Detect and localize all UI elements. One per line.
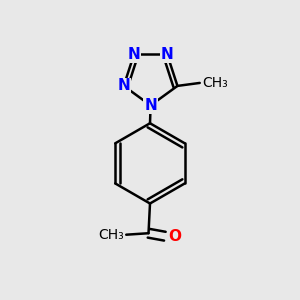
- Text: N: N: [117, 78, 130, 93]
- Text: CH₃: CH₃: [98, 228, 124, 242]
- Text: N: N: [128, 47, 140, 62]
- Text: N: N: [144, 98, 157, 113]
- Text: CH₃: CH₃: [202, 76, 228, 90]
- Text: O: O: [168, 229, 182, 244]
- Text: N: N: [161, 47, 174, 62]
